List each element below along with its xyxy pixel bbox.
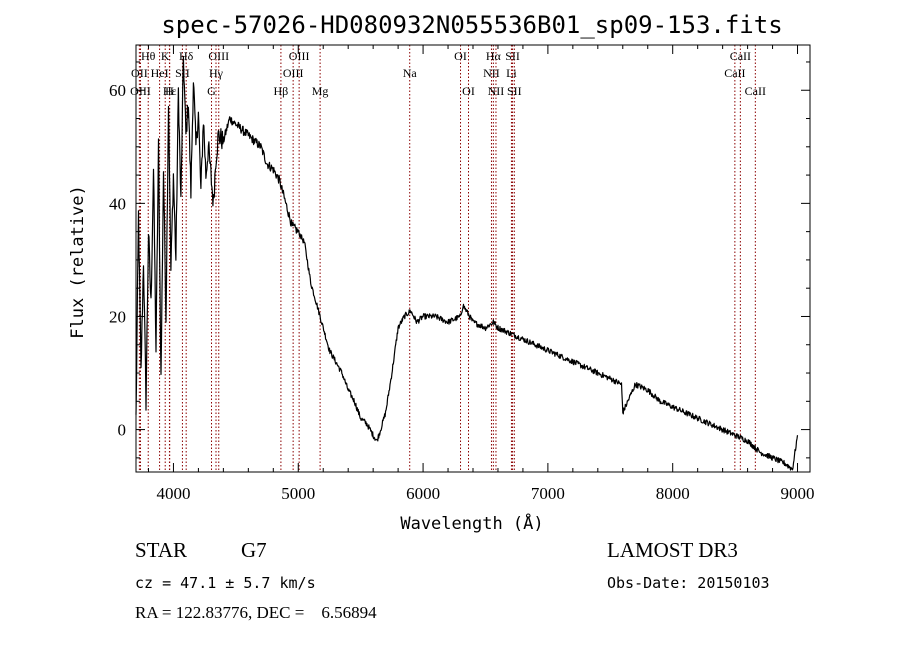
- line-marker-label-19: Hα: [486, 49, 502, 63]
- x-tick-label: 7000: [531, 484, 565, 503]
- object-subclass: G7: [241, 538, 267, 562]
- spectral-line-labels: Hθ OII OIII K HeI Hε Hδ SII H OIII Hγ G Hβ OIII OIII Mg…: [130, 49, 766, 98]
- spectrum-line: [135, 55, 799, 471]
- line-marker-label-1: OII: [131, 66, 148, 80]
- line-marker-label-25: CaII: [730, 49, 751, 63]
- line-marker-label-9: OIII: [208, 49, 229, 63]
- line-marker-label-4: HeI: [151, 66, 169, 80]
- line-marker-label-20: NII: [483, 66, 500, 80]
- redshift-cz: cz = 47.1 ± 5.7 km/s: [135, 574, 316, 592]
- line-marker-label-15: Mg: [312, 84, 329, 98]
- y-tick-label: 0: [118, 421, 127, 440]
- line-marker-label-16: Na: [403, 66, 418, 80]
- x-tick-label: 5000: [281, 484, 315, 503]
- line-marker-label-24: SII: [507, 84, 522, 98]
- survey-name: LAMOST DR3: [607, 538, 738, 562]
- line-marker-label-14: OIII: [283, 66, 304, 80]
- line-marker-label-8: H: [165, 84, 174, 98]
- x-axis: 4000 5000 6000 7000 8000 9000: [147, 45, 815, 503]
- line-marker-label-23: Li: [506, 66, 517, 80]
- line-marker-label-6: Hδ: [179, 49, 194, 63]
- line-marker-label-3: K: [161, 49, 170, 63]
- x-tick-label: 6000: [406, 484, 440, 503]
- x-tick-label: 8000: [656, 484, 690, 503]
- obs-date: Obs-Date: 20150103: [607, 574, 770, 592]
- line-marker-label-27: CaII: [745, 84, 766, 98]
- y-tick-label: 40: [109, 194, 126, 213]
- x-tick-label: 4000: [156, 484, 190, 503]
- line-marker-label-2: OIII: [130, 84, 151, 98]
- y-tick-label: 20: [109, 307, 126, 326]
- x-tick-label: 9000: [781, 484, 815, 503]
- y-axis-label: Flux (relative): [68, 185, 88, 339]
- chart-title: spec-57026-HD080932N055536B01_sp09-153.f…: [161, 11, 782, 39]
- line-marker-label-13: OIII: [289, 49, 310, 63]
- line-marker-label-18: OI: [462, 84, 475, 98]
- y-tick-label: 60: [109, 81, 126, 100]
- ra-dec: RA = 122.83776, DEC = 6.56894: [135, 603, 377, 622]
- line-marker-label-11: G: [207, 84, 216, 98]
- line-marker-label-0: Hθ: [141, 49, 156, 63]
- line-marker-label-10: Hγ: [209, 66, 224, 80]
- line-marker-label-26: CaII: [724, 66, 745, 80]
- line-marker-label-21: NII: [488, 84, 505, 98]
- spectral-line-markers: [138, 45, 756, 472]
- x-axis-label: Wavelength (Å): [400, 512, 543, 534]
- line-marker-label-17: OI: [454, 49, 467, 63]
- y-axis: 0 20 40 60: [109, 61, 810, 459]
- object-class: STAR: [135, 538, 187, 562]
- line-marker-label-5: Hε: [163, 84, 177, 98]
- plot-frame: [135, 44, 811, 473]
- line-marker-label-12: Hβ: [274, 84, 289, 98]
- line-marker-label-22: SII: [505, 49, 520, 63]
